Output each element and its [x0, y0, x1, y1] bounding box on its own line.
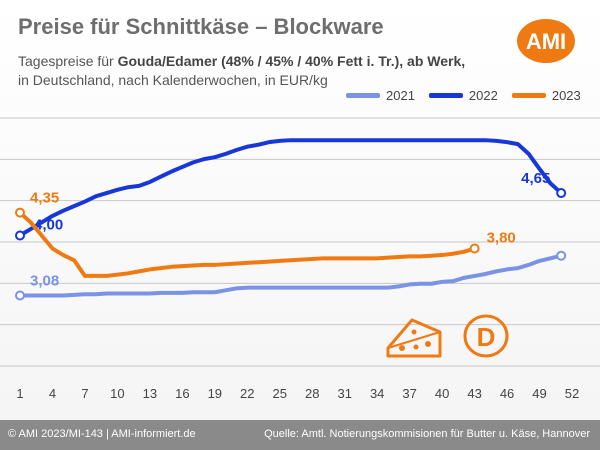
series-start-marker [15, 290, 25, 301]
x-tick-label: 43 [467, 386, 481, 401]
series-start-label: 3,08 [30, 273, 59, 290]
x-tick-label: 46 [500, 386, 514, 401]
x-tick-label: 52 [565, 386, 579, 401]
series-end-label: 4,65 [521, 170, 550, 187]
footer-copyright: © AMI 2023/MI-143 | AMI-informiert.de [8, 428, 196, 440]
series-end-marker [556, 250, 567, 261]
legend-item-2021: 2021 [346, 88, 415, 103]
legend-label: 2023 [551, 88, 581, 103]
x-tick-label: 13 [143, 386, 157, 401]
series-start-label: 4,00 [34, 216, 63, 233]
legend-label: 2021 [386, 88, 415, 103]
logo-text: AMI [526, 29, 566, 54]
cheese-icon [386, 318, 442, 358]
subtitle-line-2: in Deutschland, nach Kalenderwochen, in … [18, 72, 328, 88]
x-tick-label: 4 [49, 386, 56, 401]
chart-title: Preise für Schnittkäse – Blockware [18, 14, 384, 39]
logo-ellipse [517, 19, 575, 63]
series-end-label: 3,80 [487, 230, 516, 247]
x-tick-label: 22 [240, 386, 254, 401]
x-tick-label: 7 [81, 386, 88, 401]
legend-item-2023: 2023 [511, 88, 581, 103]
series-start-label: 4,35 [30, 190, 59, 207]
footer-bar: © AMI 2023/MI-143 | AMI-informiert.de Qu… [0, 420, 600, 450]
legend-swatch [511, 93, 546, 98]
series-start-marker [15, 207, 25, 218]
series-line-2022 [18, 138, 564, 238]
x-tick-label: 1 [16, 386, 23, 401]
footer-source: Quelle: Amtl. Notierungskommisionen für … [264, 428, 590, 440]
x-tick-label: 19 [208, 386, 222, 401]
d-mark-icon: D [463, 314, 509, 358]
chart-subtitle: Tagespreise für Gouda/Edamer (48% / 45% … [18, 52, 498, 90]
x-tick-label: 28 [305, 386, 319, 401]
legend-label: 2022 [468, 88, 498, 103]
x-tick-label: 16 [175, 386, 189, 401]
x-tick-label: 10 [110, 386, 124, 401]
x-tick-label: 25 [273, 386, 287, 401]
series-line-2021 [18, 253, 564, 298]
subtitle-prefix: Tagespreise für [18, 53, 118, 69]
x-tick-label: 34 [370, 386, 384, 401]
x-tick-label: 31 [337, 386, 351, 401]
svg-text:D: D [477, 322, 496, 352]
series-line-2023 [18, 210, 477, 278]
chart-legend: 2021 2022 2023 [346, 88, 581, 103]
legend-item-2022: 2022 [428, 88, 498, 103]
line-chart: 1 4 7 10 13 16 19 22 25 28 31 34 37 40 43 46 49 52 D 3,08 4,… [0, 117, 600, 401]
series-end-marker [556, 188, 567, 199]
x-tick-label: 40 [435, 386, 449, 401]
legend-swatch [346, 93, 380, 98]
x-tick-label: 49 [532, 386, 546, 401]
series-end-marker [469, 243, 480, 254]
x-tick-label: 37 [402, 386, 416, 401]
series-start-marker [15, 230, 25, 241]
subtitle-product: Gouda/Edamer (48% / 45% / 40% Fett i. Tr… [117, 53, 466, 69]
legend-swatch [428, 93, 463, 98]
ami-logo: AMI [517, 19, 575, 63]
